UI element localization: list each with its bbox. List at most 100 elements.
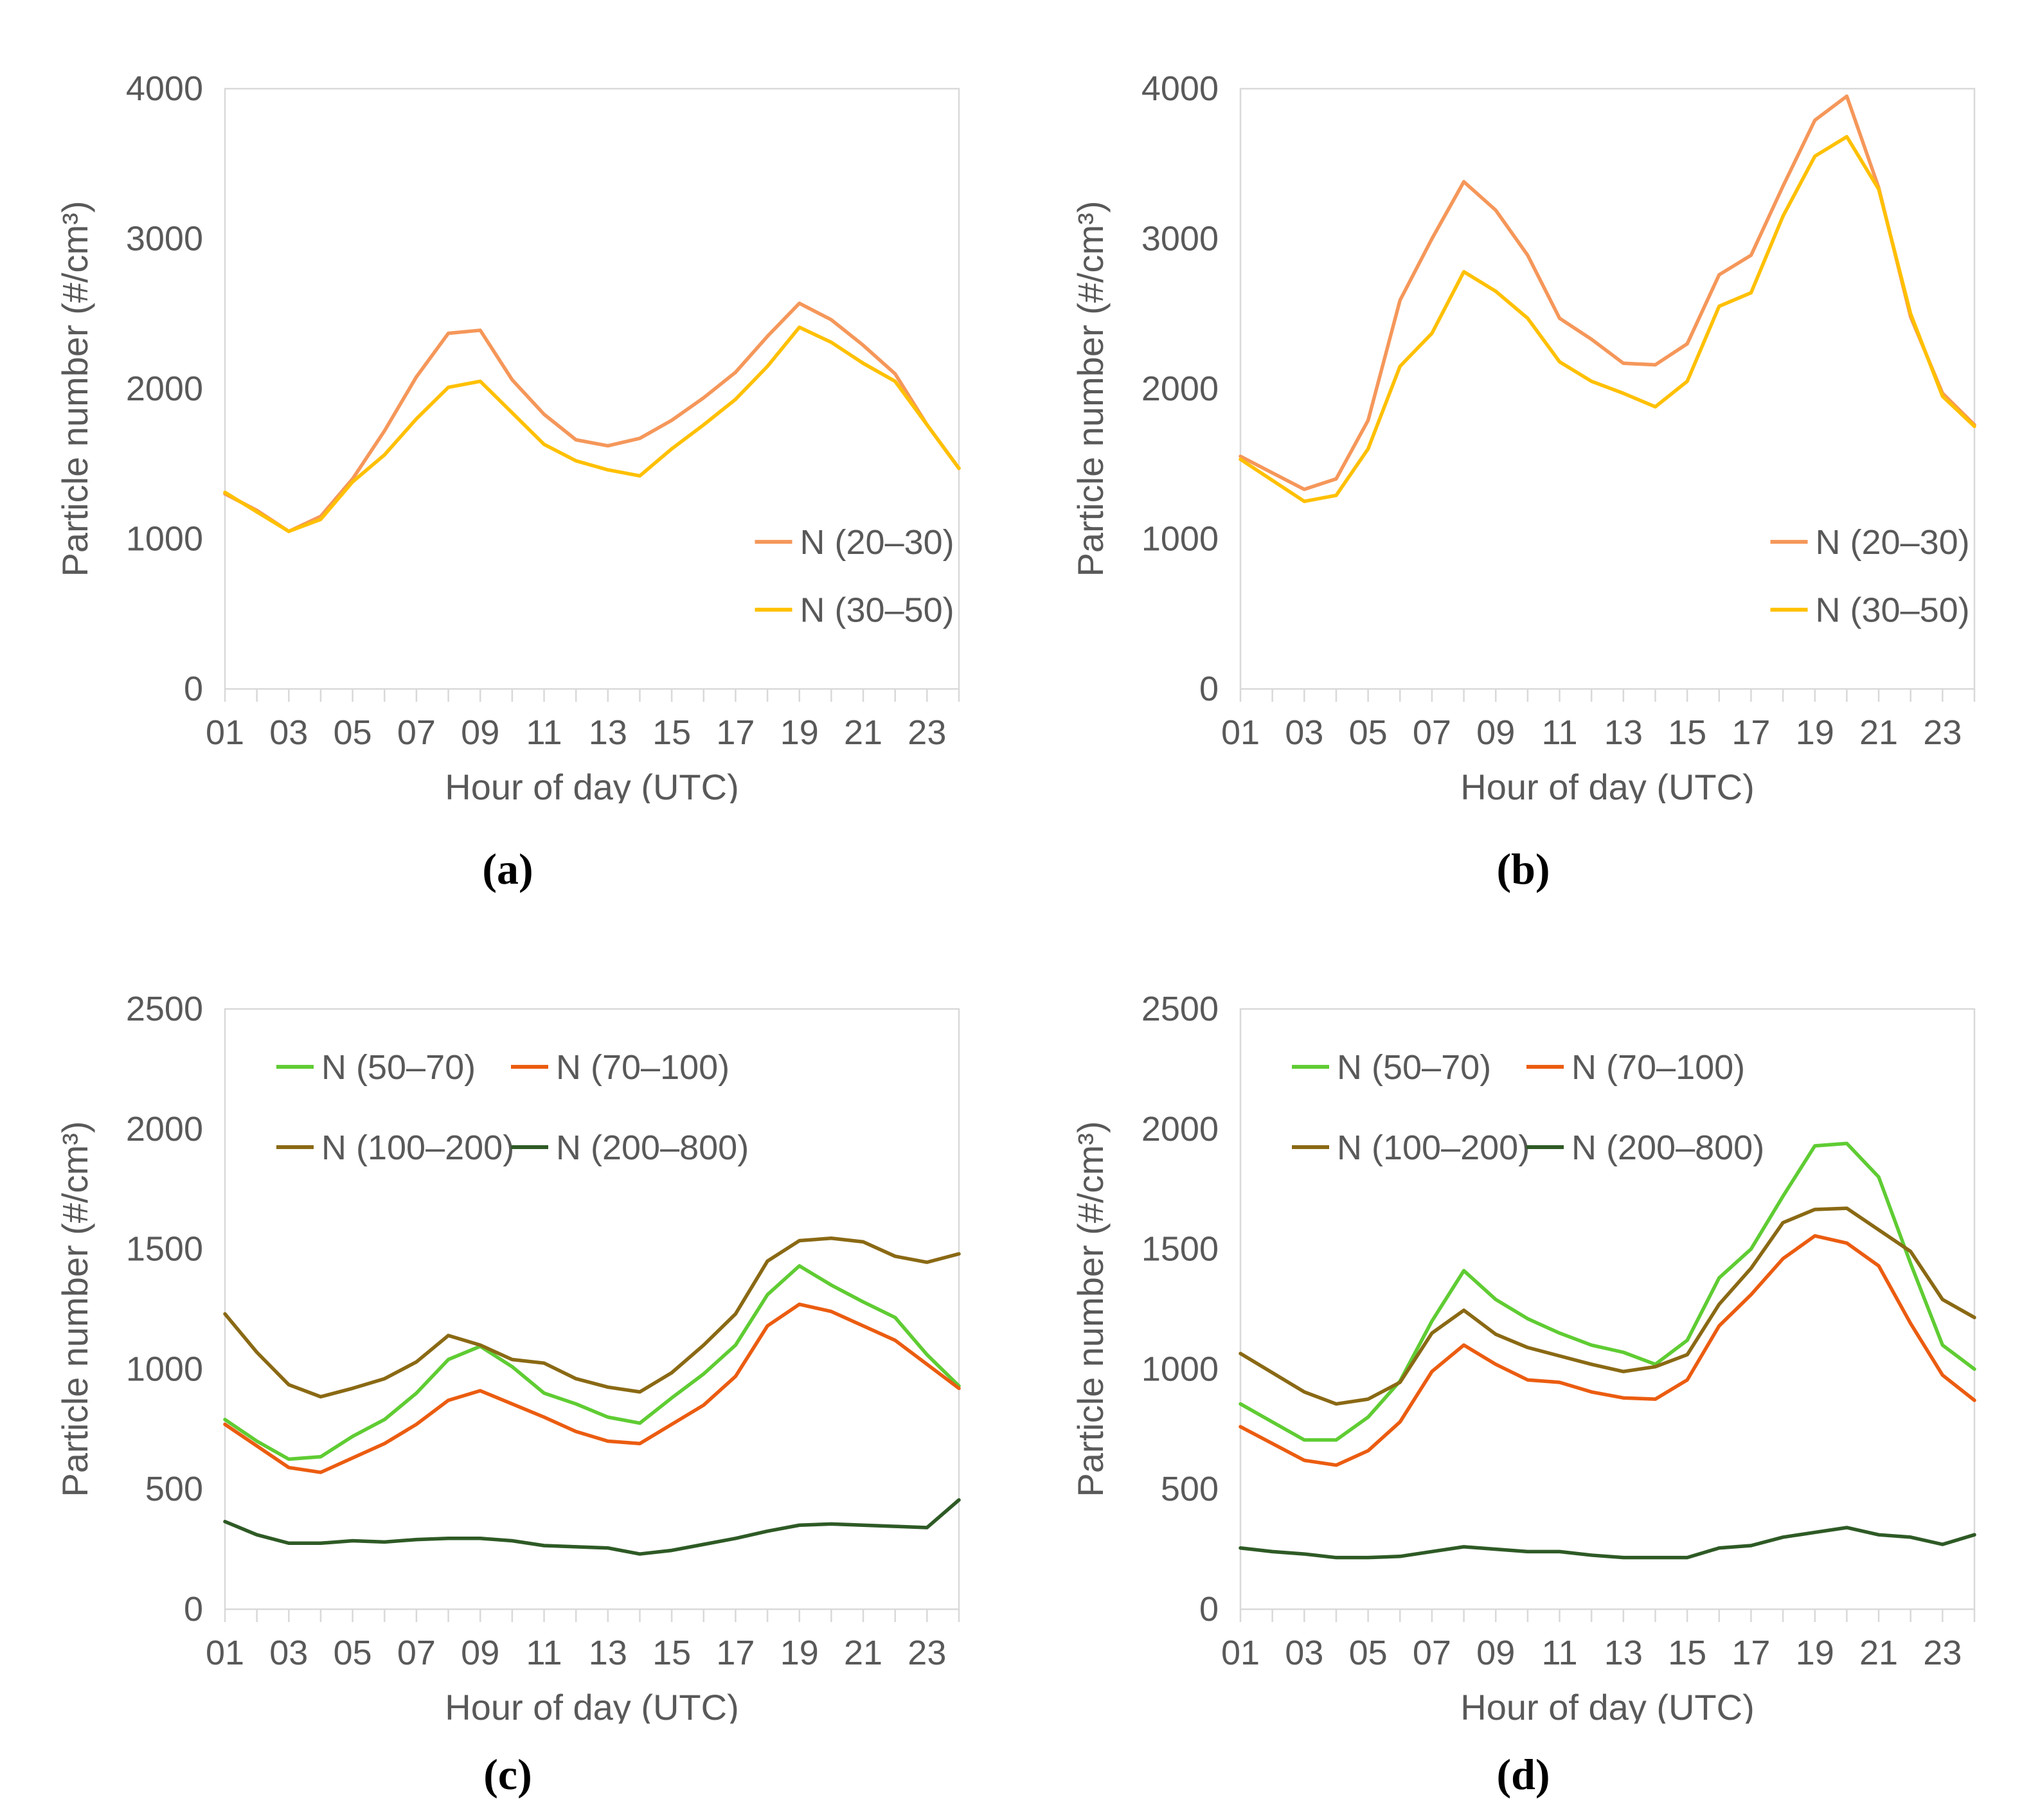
x-axis-title: Hour of day (UTC) <box>1460 767 1754 803</box>
series-line-a-0 <box>223 301 961 533</box>
panel-label-b: (b) <box>1496 844 1550 893</box>
x-tick-label: 15 <box>1668 713 1706 752</box>
x-tick-label: 05 <box>334 1634 372 1672</box>
chart-panel-c: 0 500 1000 1500 2000 2500 01 03 05 07 09 11 13 15 17 19… <box>0 927 1016 1738</box>
x-tick-label: 11 <box>1541 713 1577 752</box>
x-tick-label: 17 <box>716 713 755 752</box>
x-tick-label: 23 <box>908 713 946 752</box>
x-tick-label: 03 <box>1285 1634 1323 1672</box>
x-axis-title: Hour of day (UTC) <box>445 767 738 803</box>
x-axis-title: Hour of day (UTC) <box>445 1687 738 1724</box>
y-tick-label: 2500 <box>1141 990 1219 1028</box>
x-tick-label: 11 <box>526 1634 562 1672</box>
plot-border-a <box>224 87 960 690</box>
x-tick-label: 17 <box>1731 713 1770 752</box>
x-tick-label: 19 <box>780 713 819 752</box>
x-tick-label: 23 <box>908 1634 946 1672</box>
x-tick-label: 09 <box>1476 1634 1515 1672</box>
x-tick-label: 07 <box>1413 1634 1451 1672</box>
chart-b-canvas: 0 1000 2000 3000 4000 01 03 05 07 09 11 13 15 17 19 21 2… <box>1070 69 1976 803</box>
chart-panel-a: 0 1000 2000 3000 4000 01 03 05 07 09 11 13 15 17 19 21 2… <box>0 0 1016 811</box>
x-tick-label: 13 <box>1604 713 1643 752</box>
x-tick-label: 19 <box>780 1634 819 1672</box>
legend-label-d-1: N (70–100) <box>1571 1048 1745 1087</box>
legend-label-c-1: N (70–100) <box>556 1048 729 1087</box>
y-axis-title: Particle number (#/cm³) <box>1070 1121 1111 1497</box>
x-tick-label: 23 <box>1923 713 1962 752</box>
x-tick-label: 07 <box>1413 713 1451 752</box>
y-tick-label: 1000 <box>1141 520 1219 558</box>
x-tick-label: 13 <box>1604 1634 1643 1672</box>
x-tick-label: 19 <box>1796 1634 1834 1672</box>
x-tick-label: 11 <box>1541 1634 1577 1672</box>
legend-label-c-2: N (100–200) <box>321 1129 514 1167</box>
legend-label-a-0: N (20–30) <box>800 523 954 562</box>
x-tick-label: 09 <box>461 1634 499 1672</box>
series-line-d-1 <box>1239 1234 1976 1467</box>
y-tick-label: 1000 <box>126 1350 203 1388</box>
y-tick-label: 2000 <box>1141 1110 1219 1148</box>
chart-c-canvas: 0 500 1000 1500 2000 2500 01 03 05 07 09 11 13 15 17 19… <box>55 990 961 1724</box>
x-tick-label: 07 <box>397 713 436 752</box>
y-tick-label: 3000 <box>1141 220 1219 258</box>
x-tick-label: 13 <box>589 1634 627 1672</box>
x-tick-label: 05 <box>1349 713 1388 752</box>
y-tick-label: 0 <box>1199 1590 1219 1628</box>
chart-d-canvas: 0 500 1000 1500 2000 2500 01 03 05 07 09 11 13 15 17 19… <box>1070 990 1976 1724</box>
legend-label-d-2: N (100–200) <box>1337 1129 1530 1167</box>
y-tick-label: 1500 <box>126 1230 203 1269</box>
y-tick-label: 2000 <box>126 370 203 408</box>
x-tick-label: 17 <box>716 1634 755 1672</box>
x-tick-label: 15 <box>652 1634 691 1672</box>
y-tick-label: 500 <box>145 1470 203 1508</box>
legend-label-c-3: N (200–800) <box>556 1129 749 1167</box>
y-tick-label: 2500 <box>126 990 203 1028</box>
plot-border-d <box>1239 1008 1976 1610</box>
series-line-c-3 <box>223 1498 961 1556</box>
plot-border-c <box>224 1008 960 1610</box>
y-tick-label: 1000 <box>126 520 203 558</box>
chart-a-canvas: 0 1000 2000 3000 4000 01 03 05 07 09 11 13 15 17 19 21 2… <box>55 69 961 803</box>
y-tick-label: 2000 <box>126 1110 203 1148</box>
x-tick-label: 17 <box>1731 1634 1770 1672</box>
series-line-d-0 <box>1239 1141 1976 1442</box>
legend-label-b-0: N (20–30) <box>1816 523 1970 562</box>
series-line-d-2 <box>1239 1206 1976 1406</box>
x-tick-label: 21 <box>1859 1634 1898 1672</box>
x-tick-label: 09 <box>1476 713 1515 752</box>
x-tick-label: 19 <box>1796 713 1834 752</box>
x-tick-label: 05 <box>1349 1634 1388 1672</box>
x-tick-label: 09 <box>461 713 499 752</box>
x-tick-label: 03 <box>269 713 308 752</box>
x-tick-label: 13 <box>589 713 627 752</box>
x-tick-label: 15 <box>652 713 691 752</box>
panel-label-d: (d) <box>1496 1750 1550 1799</box>
series-line-c-2 <box>223 1236 961 1399</box>
x-tick-label: 07 <box>397 1634 436 1672</box>
x-tick-label: 03 <box>269 1634 308 1672</box>
legend-label-c-0: N (50–70) <box>321 1048 476 1087</box>
y-tick-label: 0 <box>184 1590 203 1628</box>
x-tick-label: 21 <box>844 713 882 752</box>
x-tick-label: 23 <box>1923 1634 1962 1672</box>
y-tick-label: 1500 <box>1141 1230 1219 1269</box>
y-tick-label: 1000 <box>1141 1350 1219 1388</box>
y-tick-label: 2000 <box>1141 370 1219 408</box>
x-axis-title: Hour of day (UTC) <box>1460 1687 1754 1724</box>
series-line-b-0 <box>1239 94 1976 492</box>
x-tick-label: 01 <box>206 713 244 752</box>
panel-label-c: (c) <box>483 1750 532 1799</box>
y-tick-label: 4000 <box>1141 69 1219 108</box>
legend-label-b-1: N (30–50) <box>1816 591 1970 630</box>
plot-border-b <box>1239 87 1976 690</box>
chart-panel-b: 0 1000 2000 3000 4000 01 03 05 07 09 11 13 15 17 19 21 2… <box>1016 0 2031 811</box>
series-line-c-1 <box>223 1302 961 1474</box>
legend-label-d-0: N (50–70) <box>1337 1048 1491 1087</box>
x-tick-label: 21 <box>844 1634 882 1672</box>
x-tick-label: 01 <box>1221 1634 1260 1672</box>
series-line-d-3 <box>1239 1526 1976 1560</box>
chart-panel-d: 0 500 1000 1500 2000 2500 01 03 05 07 09 11 13 15 17 19… <box>1016 927 2031 1738</box>
x-tick-label: 11 <box>526 713 562 752</box>
y-tick-label: 3000 <box>126 220 203 258</box>
y-tick-label: 0 <box>184 670 203 708</box>
